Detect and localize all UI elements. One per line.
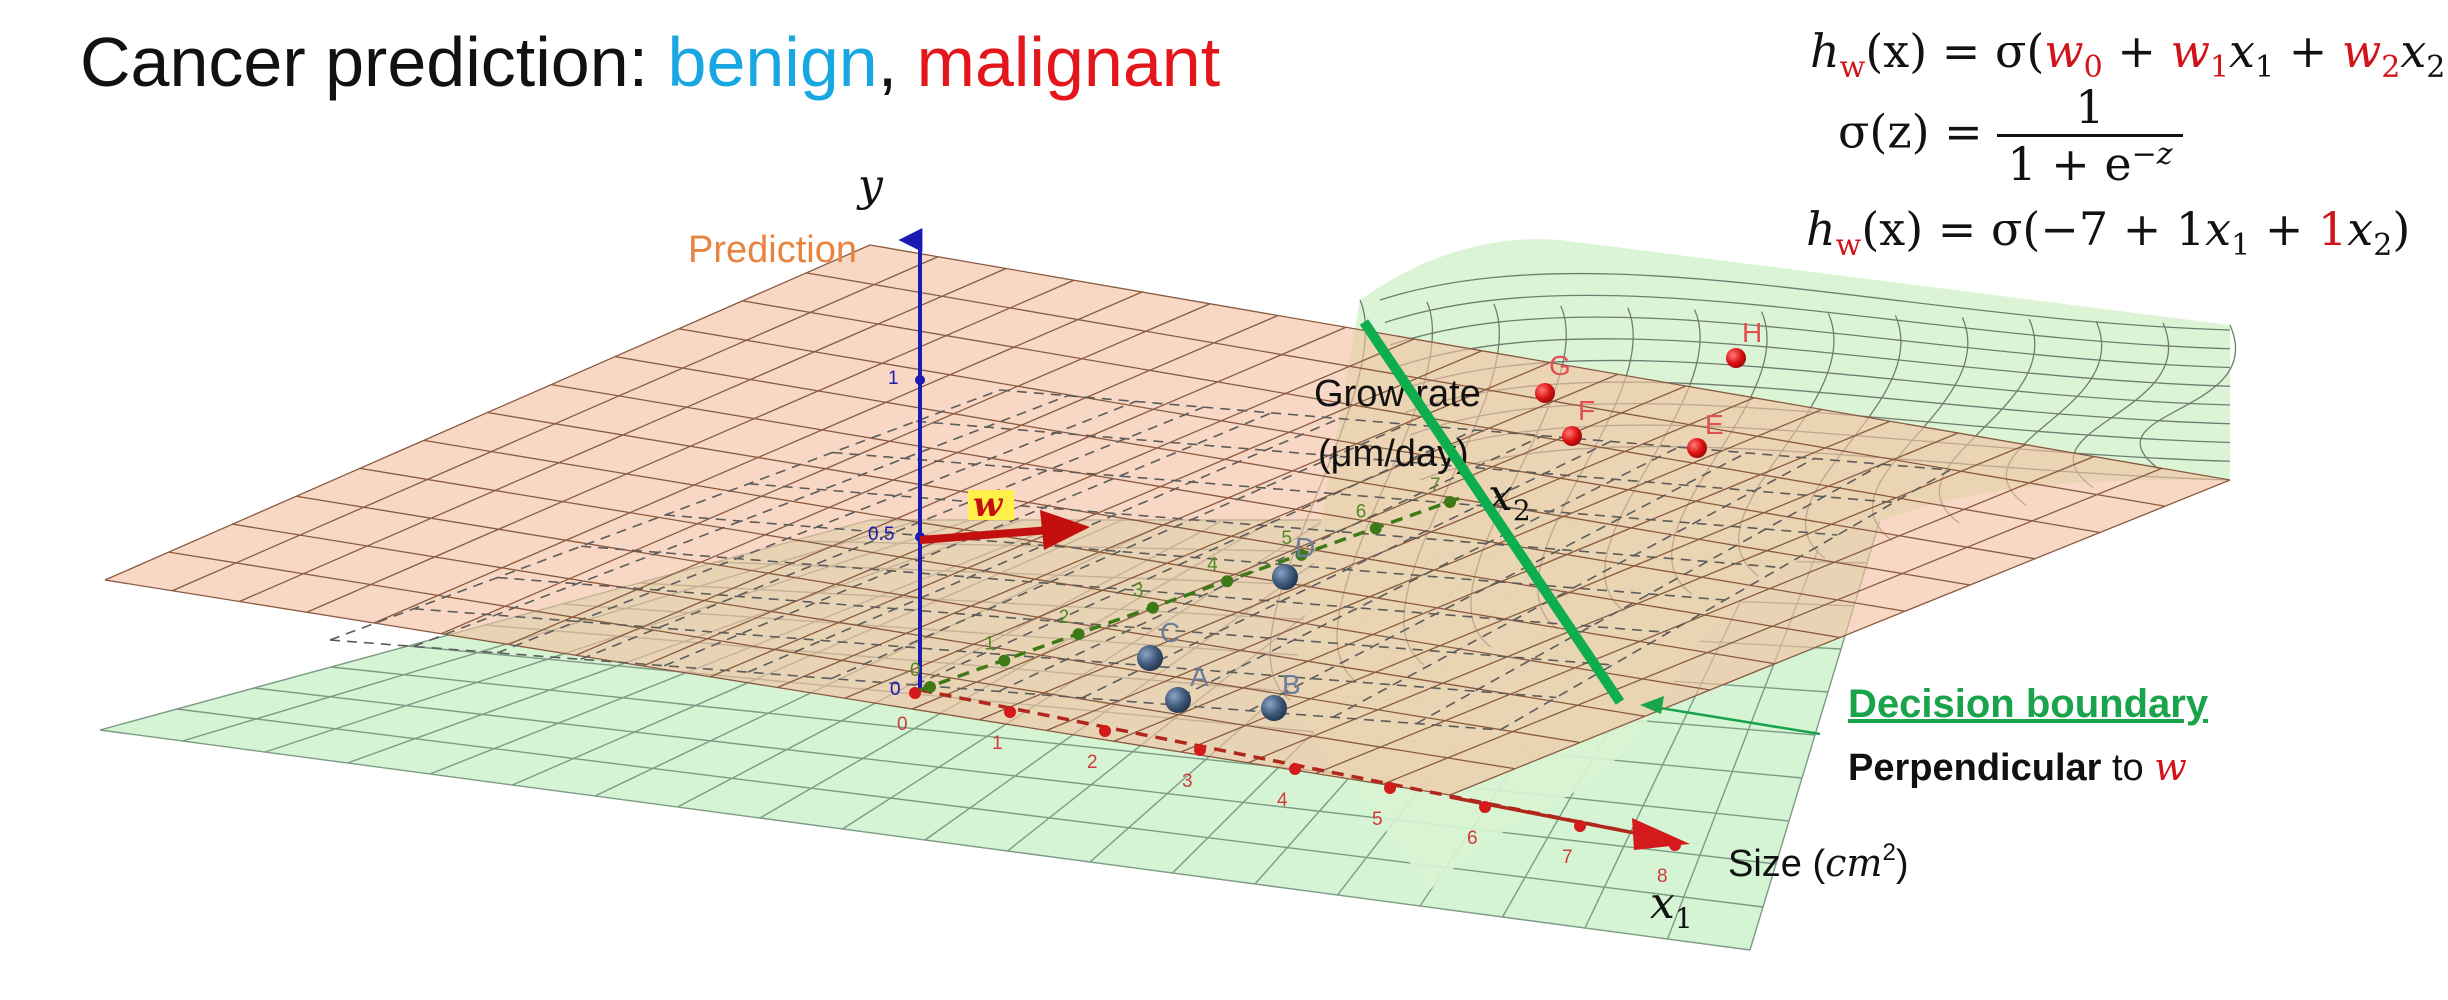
x2-tick-1: 1 bbox=[984, 634, 995, 655]
x1-tick-marker-8 bbox=[1669, 839, 1681, 851]
x2-tick-6: 6 bbox=[1356, 501, 1367, 522]
x2-tick-marker-4 bbox=[1221, 575, 1234, 588]
x2-tick-marker-0 bbox=[924, 681, 936, 693]
malignant-point-G bbox=[1535, 383, 1555, 403]
malignant-point-E bbox=[1687, 438, 1707, 458]
x2-tick-2: 2 bbox=[1059, 607, 1070, 628]
benign-points: A B C D bbox=[1137, 532, 1315, 721]
x1-axis-label: x1 bbox=[1650, 878, 1693, 935]
x1-tick-marker-6 bbox=[1479, 801, 1491, 813]
prediction-plane bbox=[105, 245, 2230, 795]
weight-vector-label: w bbox=[973, 485, 1004, 525]
x1-tick-6: 6 bbox=[1467, 828, 1478, 849]
x1-tick-5: 5 bbox=[1372, 809, 1383, 830]
x2-tick-marker-1 bbox=[998, 654, 1011, 667]
y-axis-label: y bbox=[856, 160, 884, 211]
decision-boundary-line bbox=[1359, 319, 1625, 705]
y-tick-05: 0.5 bbox=[868, 524, 894, 545]
x2-tick-3: 3 bbox=[1133, 581, 1144, 602]
y-tick-1: 1 bbox=[888, 368, 899, 389]
benign-point-B bbox=[1261, 695, 1287, 721]
fitted-formula: hw(x) = σ(−7 + 1x1 + 1x2) bbox=[1806, 202, 2411, 263]
x2-axis bbox=[919, 496, 1461, 692]
x2-tick-7: 7 bbox=[1430, 475, 1441, 496]
x1-tick-1: 1 bbox=[992, 733, 1003, 754]
hypothesis-formula: hw(x) = σ(w0 + w1x1 + w2x2) bbox=[1810, 24, 2448, 85]
x1-tick-7: 7 bbox=[1562, 847, 1573, 868]
benign-point-D bbox=[1272, 564, 1298, 590]
x1-ticks: 0 1 2 3 4 5 6 7 8 bbox=[897, 687, 1681, 887]
x2-tick-marker-7 bbox=[1444, 496, 1456, 508]
x2-ticks: 0 1 2 3 4 5 6 7 bbox=[910, 475, 1456, 693]
y-axis-name: Prediction bbox=[688, 229, 857, 271]
x1-tick-8: 8 bbox=[1657, 866, 1668, 887]
x2-tick-0: 0 bbox=[910, 660, 921, 681]
x1-tick-4: 4 bbox=[1277, 790, 1288, 811]
malignant-label-G: G bbox=[1549, 350, 1571, 381]
y-tick-0: 0 bbox=[890, 679, 901, 700]
prediction-plane-grid bbox=[104, 244, 2231, 796]
x1-tick-marker-2 bbox=[1099, 725, 1111, 737]
benign-label-B: B bbox=[1282, 669, 1301, 700]
malignant-label-E: E bbox=[1705, 409, 1724, 440]
boundary-pointer bbox=[1647, 704, 1821, 736]
benign-label-C: C bbox=[1160, 617, 1180, 648]
x1-tick-marker-5 bbox=[1384, 782, 1396, 794]
x2-tick-marker-6 bbox=[1369, 522, 1382, 535]
benign-point-A bbox=[1165, 687, 1191, 713]
x2-tick-4: 4 bbox=[1207, 554, 1218, 575]
x1-tick-marker-7 bbox=[1574, 820, 1586, 832]
title-malignant: malignant bbox=[916, 23, 1221, 101]
x1-tick-2: 2 bbox=[1087, 752, 1098, 773]
weight-vector bbox=[919, 526, 1051, 544]
x2-tick-marker-2 bbox=[1072, 628, 1085, 641]
benign-point-C bbox=[1137, 645, 1163, 671]
malignant-point-H bbox=[1726, 348, 1746, 368]
malignant-points: E FG H bbox=[1535, 317, 1762, 458]
decision-boundary-subtitle: Perpendicular to w bbox=[1848, 745, 2187, 789]
x1-tick-marker-4 bbox=[1289, 763, 1301, 775]
benign-label-D: D bbox=[1295, 532, 1315, 563]
malignant-label-F: F bbox=[1578, 395, 1595, 426]
decision-boundary-title: Decision boundary bbox=[1848, 682, 2209, 726]
malignant-label-H: H bbox=[1742, 317, 1762, 348]
x1-tick-marker-0 bbox=[909, 687, 921, 699]
benign-label-A: A bbox=[1190, 661, 1209, 692]
x2-tick-marker-3 bbox=[1146, 601, 1159, 614]
page-title: Cancer prediction: benign, malignant bbox=[80, 23, 1221, 101]
x2-tick-marker-5 bbox=[1295, 548, 1308, 561]
x1-tick-0: 0 bbox=[897, 714, 908, 735]
weight-vector-arrow bbox=[1040, 510, 1090, 550]
x1-tick-3: 3 bbox=[1182, 771, 1193, 792]
x1-axis-name: Size (cm2) bbox=[1728, 839, 1908, 885]
x2-tick-5: 5 bbox=[1281, 528, 1292, 549]
title-benign: benign bbox=[667, 23, 878, 101]
malignant-point-F bbox=[1562, 426, 1582, 446]
mid-plane-grid bbox=[329, 389, 1951, 731]
x1-tick-marker-3 bbox=[1194, 744, 1206, 756]
x1-tick-marker-1 bbox=[1004, 706, 1016, 718]
